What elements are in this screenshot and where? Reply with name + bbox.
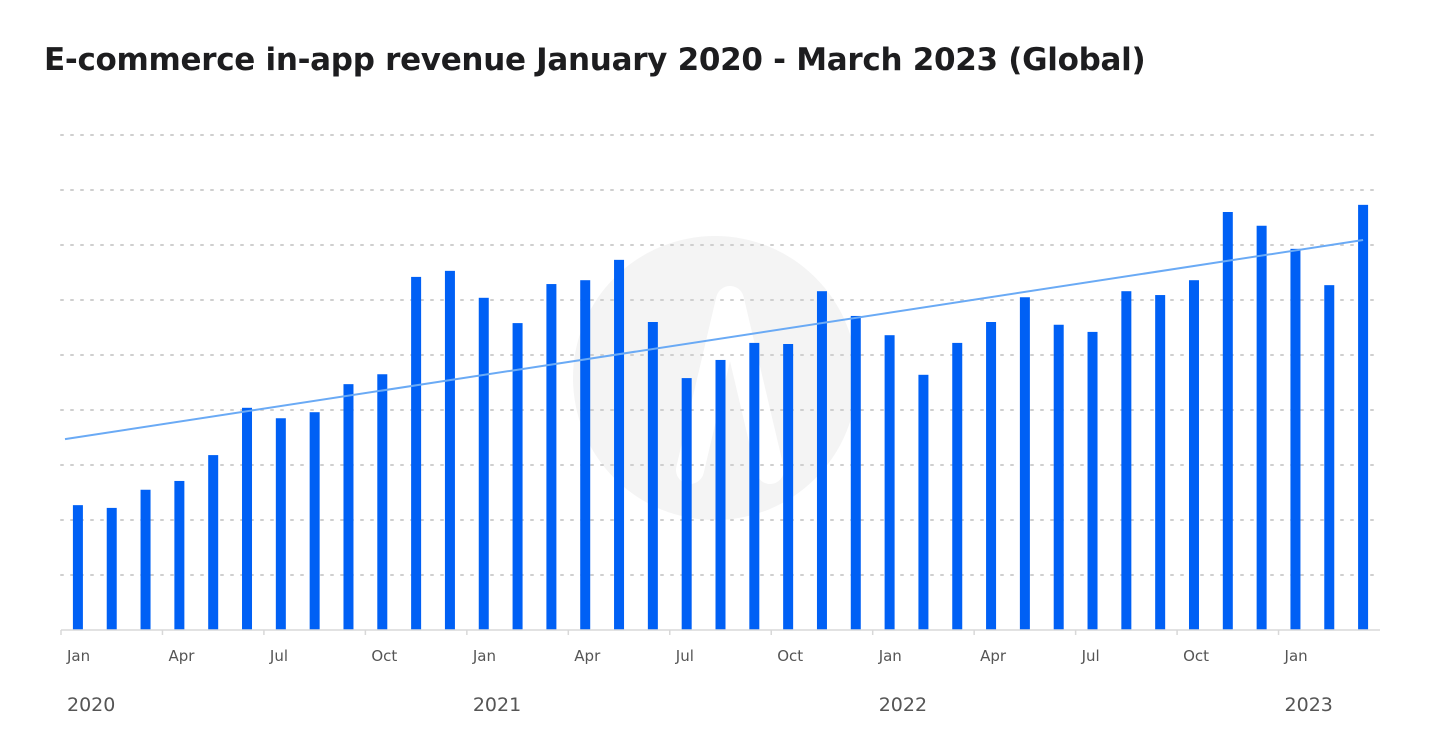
- bar-feb-2021: [512, 323, 523, 630]
- bar-nov-2021: [816, 291, 827, 630]
- bar-sep-2022: [1155, 295, 1166, 630]
- x-tick-label: Oct: [1183, 647, 1209, 665]
- bar-mar-2021: [546, 284, 557, 630]
- bar-nov-2022: [1222, 212, 1233, 630]
- bar-apr-2022: [986, 322, 997, 630]
- bar-oct-2021: [783, 344, 794, 630]
- bar-jul-2022: [1087, 331, 1098, 630]
- x-tick-label: Jan: [472, 647, 496, 665]
- chart-title: E-commerce in-app revenue January 2020 -…: [44, 42, 1146, 78]
- year-label: 2021: [473, 694, 521, 716]
- bar-jun-2021: [647, 322, 658, 630]
- bar-aug-2020: [309, 412, 320, 630]
- bar-dec-2022: [1256, 225, 1267, 630]
- bar-sep-2021: [749, 342, 760, 630]
- bar-jul-2021: [681, 378, 692, 630]
- x-tick-label: Oct: [777, 647, 803, 665]
- bar-jan-2021: [478, 297, 489, 630]
- bar-jan-2020: [72, 505, 83, 630]
- x-tick-label: Jul: [269, 647, 288, 665]
- bar-jun-2022: [1053, 324, 1064, 630]
- bar-dec-2021: [850, 315, 861, 630]
- bar-nov-2020: [411, 276, 422, 630]
- year-label: 2020: [67, 694, 115, 716]
- x-tick-label: Jan: [66, 647, 90, 665]
- x-tick-label: Oct: [371, 647, 397, 665]
- x-tick-label: Jan: [878, 647, 902, 665]
- bar-sep-2020: [343, 384, 354, 630]
- bar-jan-2023: [1290, 248, 1301, 630]
- x-tick-label: Apr: [980, 647, 1007, 665]
- bar-jun-2020: [242, 407, 253, 630]
- bar-feb-2023: [1324, 285, 1335, 630]
- bar-may-2021: [614, 259, 625, 630]
- bar-jul-2020: [275, 418, 286, 630]
- bar-apr-2021: [580, 280, 591, 630]
- x-tick-label: Apr: [574, 647, 601, 665]
- trend-line: [64, 239, 1364, 441]
- bar-may-2020: [208, 455, 219, 630]
- year-label: 2023: [1285, 694, 1333, 716]
- bar-oct-2022: [1188, 280, 1199, 630]
- bar-may-2022: [1019, 297, 1030, 630]
- x-tick-label: Apr: [168, 647, 195, 665]
- bar-apr-2020: [174, 480, 185, 630]
- bar-mar-2023: [1358, 204, 1369, 630]
- x-tick-label: Jul: [1081, 647, 1100, 665]
- bar-feb-2020: [106, 507, 117, 630]
- bar-dec-2020: [444, 270, 455, 630]
- bar-aug-2022: [1121, 291, 1132, 630]
- bar-jan-2022: [884, 335, 895, 630]
- x-tick-label: Jul: [675, 647, 694, 665]
- x-tick-label: Jan: [1284, 647, 1308, 665]
- bar-mar-2020: [140, 489, 151, 630]
- bar-oct-2020: [377, 374, 388, 630]
- bar-aug-2021: [715, 359, 726, 630]
- bar-mar-2022: [952, 342, 963, 630]
- bar-feb-2022: [918, 374, 929, 630]
- year-label: 2022: [879, 694, 927, 716]
